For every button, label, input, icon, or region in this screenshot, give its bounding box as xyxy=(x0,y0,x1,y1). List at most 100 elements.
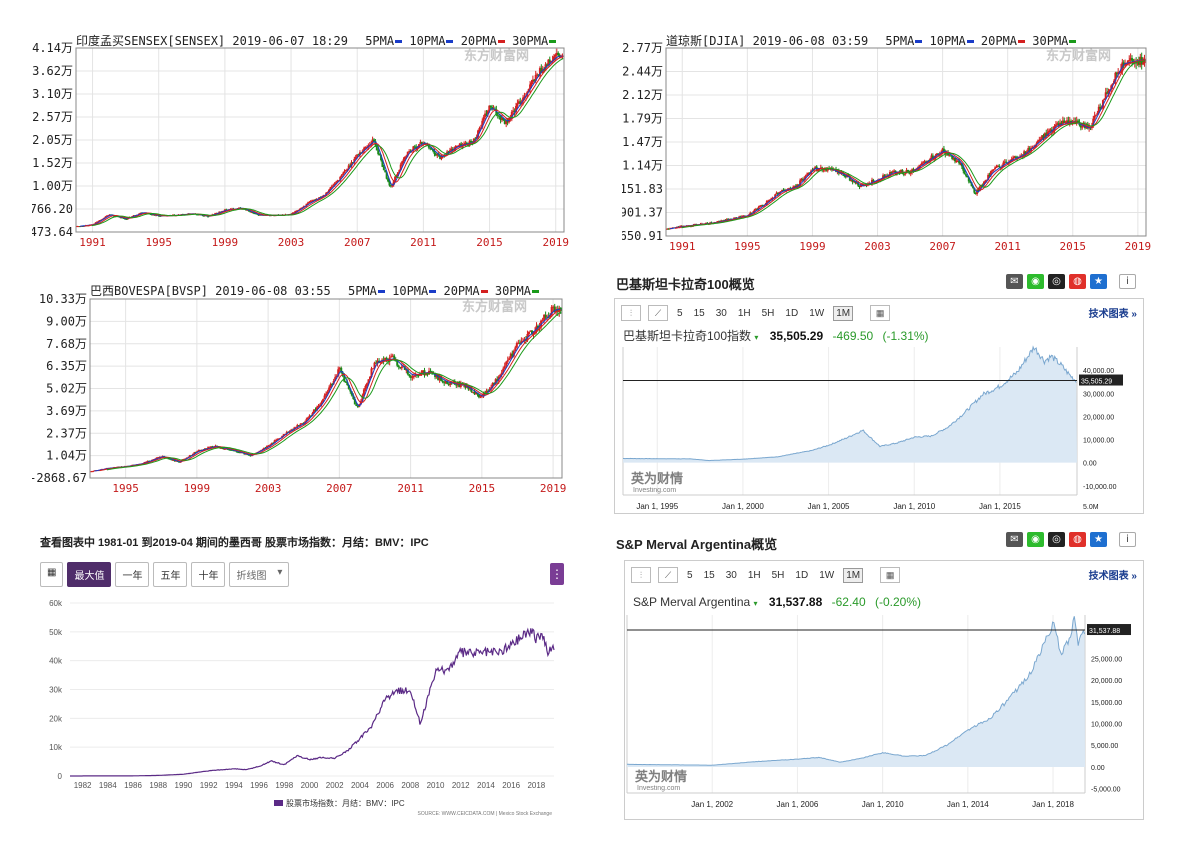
candle-body xyxy=(408,151,411,153)
price-tag-box xyxy=(1087,624,1131,636)
candle-body xyxy=(799,180,802,186)
candle-body xyxy=(534,74,537,82)
candlestick-icon[interactable]: ⫶ xyxy=(621,305,641,321)
candle-body xyxy=(989,171,992,176)
area-chart-icon[interactable]: ⟋ xyxy=(658,567,678,583)
candle-body xyxy=(448,150,451,153)
ma30-label: 30PMA xyxy=(512,34,549,48)
candle-body xyxy=(400,366,403,369)
candle-body xyxy=(498,115,501,117)
candle-body xyxy=(482,116,485,121)
candlestick-icon[interactable]: ⫶ xyxy=(631,567,651,583)
mail-icon[interactable]: ✉ xyxy=(1006,532,1023,547)
chart-type-dropdown[interactable]: 折线图 ▾ xyxy=(229,562,290,587)
range-10y-button[interactable]: 十年 xyxy=(191,562,226,587)
ma30-swatch xyxy=(531,290,539,293)
timeframe-15[interactable]: 15 xyxy=(693,307,705,319)
candle-body xyxy=(96,221,99,223)
candle-body xyxy=(211,446,214,448)
candle-body xyxy=(104,216,107,219)
wechat-icon[interactable]: ◉ xyxy=(1027,532,1044,547)
range-1y-button[interactable]: 一年 xyxy=(115,562,150,587)
calendar-button[interactable]: ▦ xyxy=(40,562,64,587)
more-menu-icon[interactable]: ⋮ xyxy=(550,563,564,585)
mail-icon[interactable]: ✉ xyxy=(1006,274,1023,289)
timeframe-15[interactable]: 15 xyxy=(703,569,715,581)
calendar-icon[interactable]: ▦ xyxy=(870,305,891,321)
x-tick-label: 1995 xyxy=(112,482,139,495)
calendar-icon[interactable]: ▦ xyxy=(880,567,901,583)
candle-body xyxy=(1013,156,1016,159)
weibo-icon[interactable]: ◍ xyxy=(1069,274,1086,289)
plot-border xyxy=(665,47,1147,237)
x-tick-label: 2019 xyxy=(542,236,569,249)
ma30-label: 30PMA xyxy=(1032,34,1069,48)
candle-body xyxy=(796,184,799,187)
candle-body xyxy=(301,207,304,209)
timeframe-30[interactable]: 30 xyxy=(725,569,737,581)
candle-body xyxy=(250,212,253,214)
candle-body xyxy=(266,445,269,449)
timeframe-1w[interactable]: 1W xyxy=(819,569,835,581)
timeframe-1w[interactable]: 1W xyxy=(809,307,825,319)
chart-title: 道琼斯[DJIA] 2019-06-08 03:59 5PMA 10PMA 20… xyxy=(666,32,1077,49)
favorite-icon[interactable]: ★ xyxy=(1090,274,1107,289)
timeframe-1d[interactable]: 1D xyxy=(795,569,809,581)
legend-label: 股票市场指数：月结：BMV：IPC xyxy=(286,799,405,808)
candle-body xyxy=(300,423,303,425)
candle-body xyxy=(1005,161,1008,163)
wechat-icon[interactable]: ◉ xyxy=(1027,274,1044,289)
info-icon[interactable]: i xyxy=(1119,274,1136,289)
info-icon[interactable]: i xyxy=(1119,532,1136,547)
candle-body xyxy=(465,142,468,145)
timeframe-1m[interactable]: 1M xyxy=(843,567,864,583)
x-tick-label: 2011 xyxy=(410,236,437,249)
y-tick-label: 0.00 xyxy=(1083,461,1097,468)
candle-body xyxy=(399,367,402,369)
timeframe-30[interactable]: 30 xyxy=(715,307,727,319)
candle-body xyxy=(973,187,976,193)
qq-icon[interactable]: ◎ xyxy=(1048,532,1065,547)
candle-body xyxy=(105,215,108,217)
x-tick-label: 1992 xyxy=(200,781,218,790)
candle-body xyxy=(455,384,458,386)
favorite-icon[interactable]: ★ xyxy=(1090,532,1107,547)
qq-icon[interactable]: ◎ xyxy=(1048,274,1065,289)
timeframe-1h[interactable]: 1H xyxy=(737,307,751,319)
y-tick-label: 2.44万 xyxy=(622,65,663,79)
candle-body xyxy=(270,443,273,446)
timeframe-1h[interactable]: 1H xyxy=(747,569,761,581)
timeframe-1m[interactable]: 1M xyxy=(833,305,854,321)
candle-body xyxy=(392,181,395,186)
technical-chart-link[interactable]: 技术图表 » xyxy=(1088,571,1137,582)
candle-body xyxy=(446,380,449,385)
y-tick-label: 1.04万 xyxy=(46,449,87,463)
source-note: SOURCE: WWW.CEICDATA.COM | Mexico Stock … xyxy=(417,811,552,817)
timeframe-5[interactable]: 5 xyxy=(677,307,683,319)
candle-body xyxy=(335,182,338,184)
candle-body xyxy=(758,205,761,207)
y-tick-label: 3.69万 xyxy=(46,404,87,418)
range-5y-button[interactable]: 五年 xyxy=(153,562,188,587)
candle-body xyxy=(805,174,808,176)
candle-body xyxy=(1024,151,1027,154)
candle-body xyxy=(717,221,720,223)
range-max-button[interactable]: 最大值 xyxy=(67,562,112,587)
candle-body xyxy=(906,170,909,172)
timeframe-5h[interactable]: 5H xyxy=(761,307,775,319)
timeframe-5[interactable]: 5 xyxy=(687,569,693,581)
candle-body xyxy=(170,459,173,461)
candle-body xyxy=(911,169,914,173)
timeframe-5h[interactable]: 5H xyxy=(771,569,785,581)
ma20-line xyxy=(99,309,562,472)
y-tick-label: -5,000.00 xyxy=(1091,787,1121,794)
y-tick-label: 8151.83 xyxy=(622,182,663,196)
area-chart-icon[interactable]: ⟋ xyxy=(648,305,668,321)
ma5-label: 5PMA xyxy=(347,284,377,298)
candle-body xyxy=(935,153,938,156)
timeframe-1d[interactable]: 1D xyxy=(785,307,799,319)
weibo-icon[interactable]: ◍ xyxy=(1069,532,1086,547)
share-icons: ✉ ◉ ◎ ◍ ★ i xyxy=(1006,274,1136,289)
technical-chart-link[interactable]: 技术图表 » xyxy=(1088,309,1137,320)
y-tick-label: 60k xyxy=(49,599,63,608)
